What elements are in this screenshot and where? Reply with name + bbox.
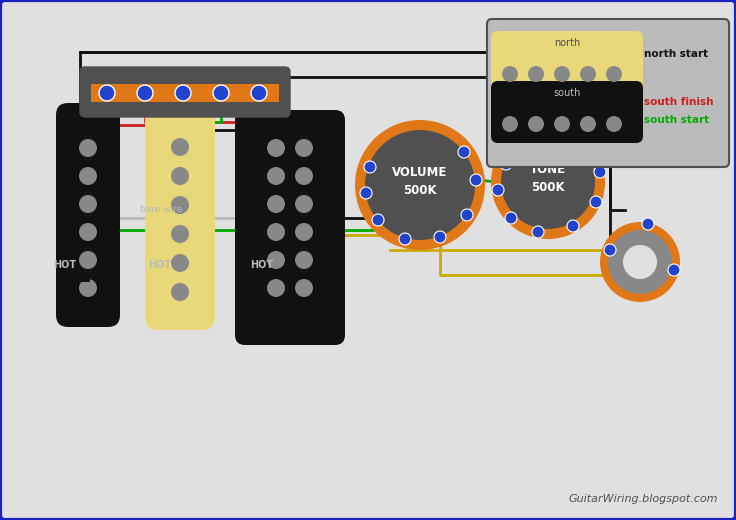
Circle shape — [79, 139, 97, 157]
Circle shape — [590, 196, 602, 208]
Text: 500K: 500K — [531, 181, 565, 194]
Circle shape — [399, 233, 411, 245]
Circle shape — [79, 195, 97, 213]
Circle shape — [295, 167, 313, 185]
Wedge shape — [491, 125, 605, 239]
Text: VOLUME: VOLUME — [392, 166, 447, 179]
Circle shape — [502, 116, 518, 132]
Circle shape — [554, 116, 570, 132]
Circle shape — [505, 212, 517, 224]
Circle shape — [600, 222, 680, 302]
Circle shape — [171, 167, 189, 185]
Text: 22: 22 — [510, 113, 526, 123]
Circle shape — [79, 223, 97, 241]
Circle shape — [171, 225, 189, 243]
Bar — [257, 271, 268, 282]
FancyBboxPatch shape — [497, 104, 539, 150]
Text: 500K: 500K — [403, 184, 436, 197]
Circle shape — [267, 279, 285, 297]
Bar — [91, 84, 279, 102]
Circle shape — [434, 231, 446, 243]
Circle shape — [99, 85, 115, 101]
Circle shape — [604, 244, 616, 256]
Text: TONE: TONE — [530, 163, 566, 176]
FancyBboxPatch shape — [80, 67, 290, 117]
Circle shape — [79, 251, 97, 269]
Circle shape — [267, 195, 285, 213]
FancyBboxPatch shape — [491, 31, 643, 93]
Text: GuitarWiring.blogspot.com: GuitarWiring.blogspot.com — [568, 494, 718, 504]
Circle shape — [295, 223, 313, 241]
Circle shape — [251, 85, 267, 101]
Text: nF: nF — [510, 127, 526, 137]
Circle shape — [606, 66, 622, 82]
Text: south: south — [553, 88, 581, 98]
Circle shape — [171, 138, 189, 156]
Circle shape — [528, 66, 544, 82]
Circle shape — [213, 85, 229, 101]
Circle shape — [642, 218, 654, 230]
Circle shape — [171, 283, 189, 301]
Circle shape — [295, 139, 313, 157]
FancyBboxPatch shape — [235, 110, 345, 345]
Circle shape — [567, 220, 579, 232]
Circle shape — [580, 116, 596, 132]
Circle shape — [458, 146, 470, 158]
Circle shape — [532, 226, 544, 238]
FancyBboxPatch shape — [56, 103, 120, 327]
Text: south start: south start — [644, 115, 709, 125]
Circle shape — [365, 130, 475, 240]
Circle shape — [171, 196, 189, 214]
Circle shape — [492, 184, 504, 196]
FancyBboxPatch shape — [491, 81, 643, 143]
Circle shape — [267, 167, 285, 185]
Text: south finish: south finish — [644, 97, 713, 107]
Circle shape — [267, 139, 285, 157]
Circle shape — [623, 245, 657, 279]
Wedge shape — [355, 120, 485, 250]
Circle shape — [554, 66, 570, 82]
Circle shape — [500, 158, 512, 170]
Circle shape — [267, 251, 285, 269]
Circle shape — [461, 209, 473, 221]
Circle shape — [364, 161, 376, 173]
FancyBboxPatch shape — [145, 99, 215, 330]
Text: north: north — [554, 38, 580, 48]
Circle shape — [360, 187, 372, 199]
Circle shape — [372, 214, 384, 226]
Bar — [79, 271, 90, 282]
Circle shape — [295, 251, 313, 269]
Circle shape — [502, 66, 518, 82]
Circle shape — [295, 279, 313, 297]
Text: north start: north start — [644, 49, 708, 59]
Circle shape — [295, 195, 313, 213]
Circle shape — [79, 279, 97, 297]
Circle shape — [175, 85, 191, 101]
Text: HOT: HOT — [54, 260, 77, 270]
Text: HOT: HOT — [149, 260, 171, 270]
Circle shape — [608, 230, 672, 294]
Circle shape — [501, 135, 595, 229]
Circle shape — [594, 166, 606, 178]
Circle shape — [528, 116, 544, 132]
Circle shape — [137, 85, 153, 101]
Text: HOT: HOT — [250, 260, 274, 270]
Circle shape — [79, 167, 97, 185]
Text: north finish: north finish — [644, 66, 704, 76]
Circle shape — [470, 174, 482, 186]
Circle shape — [267, 223, 285, 241]
Circle shape — [668, 264, 680, 276]
Text: bare wire: bare wire — [140, 205, 183, 214]
Circle shape — [580, 66, 596, 82]
Circle shape — [171, 254, 189, 272]
FancyBboxPatch shape — [487, 19, 729, 167]
Circle shape — [606, 116, 622, 132]
